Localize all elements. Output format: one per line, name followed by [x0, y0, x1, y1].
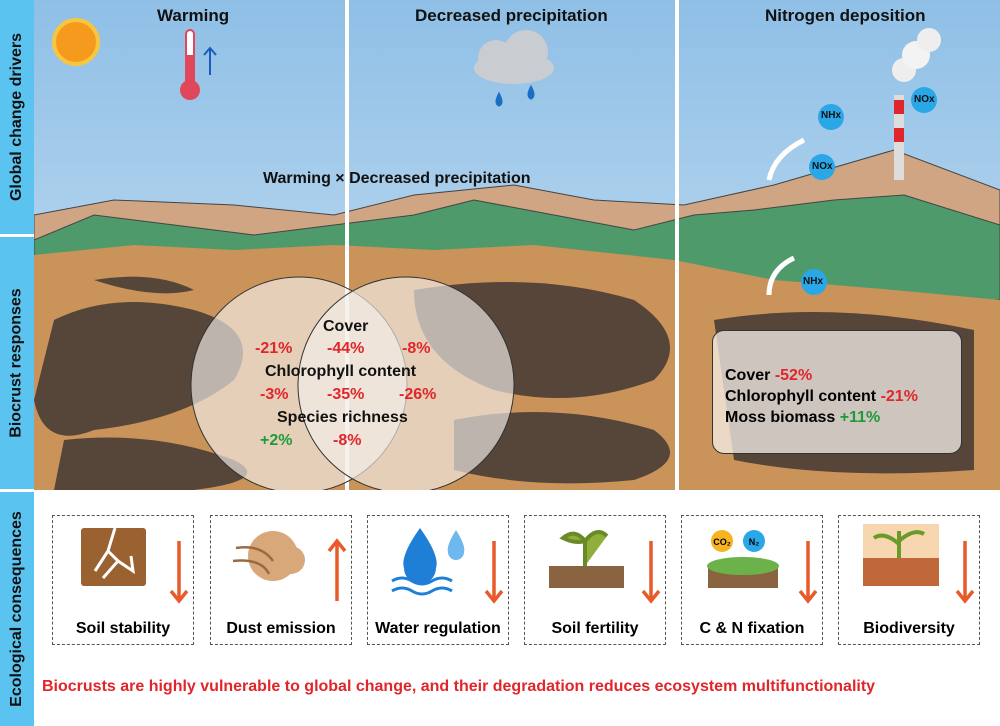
consequence-label: Biodiversity: [863, 620, 955, 637]
driver-warming: Warming: [157, 6, 230, 25]
sidebar-responses: Biocrust responses: [0, 237, 34, 489]
response-label: Moss biomass: [725, 409, 836, 426]
driver-precipitation: Decreased precipitation: [415, 6, 608, 25]
consequence-label: Dust emission: [226, 620, 336, 637]
consequence-label: Soil stability: [75, 620, 171, 637]
sidebar-consequences: Ecological consequences: [0, 492, 34, 726]
venn-value: +2%: [260, 432, 293, 449]
consequence-soil-fertility: Soil fertility: [524, 515, 666, 645]
molecule-circles: [801, 87, 937, 295]
venn-richness-label: Species richness: [277, 409, 408, 426]
co2-n2-moss-icon: CO₂ N₂: [707, 530, 779, 588]
consequence-label: Soil fertility: [551, 620, 639, 637]
thermometer-icon: [180, 29, 217, 100]
response-value: -21%: [880, 388, 918, 405]
venn-value: -3%: [260, 386, 289, 403]
arrow-down-icon: [955, 541, 975, 604]
consequence-label: C & N fixation: [699, 620, 805, 637]
venn-chlorophyll-label: Chlorophyll content: [265, 363, 417, 380]
venn-value: -26%: [399, 386, 437, 403]
driver-nitrogen: Nitrogen deposition: [765, 6, 926, 25]
response-label: Chlorophyll content: [725, 388, 877, 405]
venn-value: -44%: [327, 340, 365, 357]
sun-icon: [52, 18, 100, 66]
consequence-biodiversity: Biodiversity: [838, 515, 980, 645]
sidebar-label: Biocrust responses: [8, 288, 26, 438]
nhx-label: NHx: [803, 276, 824, 287]
arrow-down-icon: [484, 541, 504, 604]
sidebar-label: Ecological consequences: [8, 511, 25, 707]
svg-text:N₂: N₂: [749, 537, 760, 547]
nox-label: NOx: [812, 161, 833, 172]
venn-value: -35%: [327, 386, 365, 403]
conclusion-text: Biocrusts are highly vulnerable to globa…: [42, 678, 876, 695]
nitrogen-response-box: Cover -52% Chlorophyll content -21% Moss…: [712, 330, 962, 454]
plant-soil-fauna-icon: [863, 524, 939, 586]
water-drops-icon: [391, 528, 465, 596]
smokestack-icon: [892, 28, 941, 180]
consequence-label: Water regulation: [375, 620, 501, 637]
consequence-water-regulation: Water regulation: [367, 515, 509, 645]
consequence-soil-stability: Soil stability: [52, 515, 194, 645]
arrow-down-icon: [798, 541, 818, 604]
arrow-down-icon: [641, 541, 661, 604]
venn-value: -21%: [255, 340, 293, 357]
response-value: -52%: [774, 367, 813, 384]
cracked-soil-icon: [81, 527, 146, 586]
arrow-up-icon: [327, 538, 347, 601]
venn-value: -8%: [333, 432, 362, 449]
nhx-label: NHx: [821, 110, 842, 121]
consequence-dust-emission: Dust emission: [210, 515, 352, 645]
dust-cloud-icon: [232, 531, 305, 581]
sidebar-drivers: Global change drivers: [0, 0, 34, 234]
sidebar-label: Global change drivers: [8, 32, 25, 202]
seedling-soil-icon: [549, 530, 624, 588]
venn-cover-label: Cover: [323, 318, 369, 335]
consequence-c-n-fixation: CO₂ N₂ C & N fixation: [681, 515, 823, 645]
svg-text:CO₂: CO₂: [713, 537, 731, 547]
nox-label: NOx: [914, 94, 935, 105]
venn-diagram: [190, 276, 515, 490]
response-value: +11%: [839, 409, 881, 426]
deposition-arrow: [766, 137, 806, 181]
deposition-arrow: [766, 255, 796, 296]
arrow-down-icon: [169, 541, 189, 604]
rain-cloud-icon: [474, 30, 554, 107]
venn-value: -8%: [402, 340, 431, 357]
interaction-label: Warming × Decreased precipitation: [263, 170, 531, 187]
response-label: Cover: [725, 367, 771, 384]
